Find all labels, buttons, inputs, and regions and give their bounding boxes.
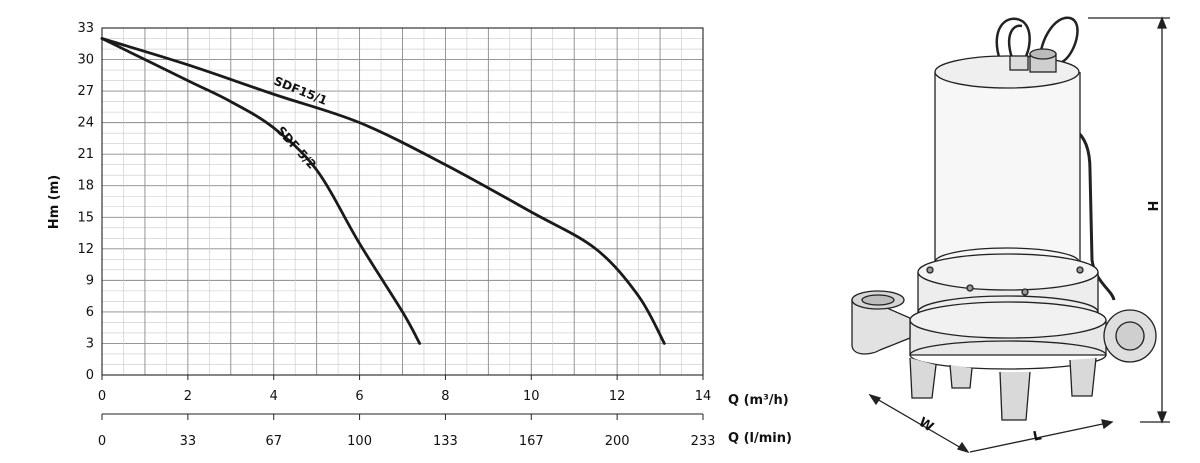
x-tick-label: 14	[695, 389, 712, 404]
secondary-x-tick-label: 167	[519, 434, 544, 449]
y-tick-label: 24	[77, 116, 94, 131]
y-tick-label: 0	[86, 368, 94, 383]
x-tick-label: 4	[270, 389, 278, 404]
pump-drawing: H W L	[851, 16, 1170, 454]
power-cable	[995, 17, 1031, 63]
x-tick-label: 12	[609, 389, 626, 404]
chart-grid	[101, 27, 704, 376]
y-tick-label: 21	[77, 147, 94, 162]
secondary-x-axis	[101, 413, 704, 420]
secondary-x-tick-label: 100	[347, 434, 372, 449]
y-tick-label: 12	[77, 242, 94, 257]
y-tick-label: 18	[77, 179, 94, 194]
secondary-x-tick-label: 233	[691, 434, 716, 449]
dimension-line-l	[969, 421, 1113, 453]
dimension-label-h: H	[1147, 201, 1162, 212]
secondary-x-tick-label: 200	[605, 434, 630, 449]
secondary-x-tick-label: 0	[98, 434, 106, 449]
discharge-outlet	[851, 299, 911, 355]
secondary-x-tick-label: 67	[265, 434, 282, 449]
y-axis-title: Hm (m)	[47, 175, 62, 229]
y-tick-label: 15	[77, 210, 94, 225]
y-tick-label: 6	[86, 305, 94, 320]
secondary-x-tick-labels: 0 33 67 100 133 167 200 233	[98, 434, 716, 449]
y-tick-labels: 0 3 6 9 12 15 18 21 24 27 30 33	[77, 21, 94, 383]
x-tick-label: 8	[441, 389, 449, 404]
chart-frame	[101, 27, 704, 376]
x-tick-label: 2	[184, 389, 192, 404]
y-tick-label: 3	[86, 336, 94, 351]
dimension-label-l: L	[1032, 428, 1043, 444]
motor-housing	[934, 72, 1081, 263]
x-tick-labels: 0 2 4 6 8 10 12 14	[98, 375, 711, 404]
x-tick-label: 0	[98, 389, 106, 404]
series-curve-1	[100, 37, 422, 345]
y-tick-label: 33	[77, 21, 94, 36]
x-axis-title: Q (m³/h)	[728, 393, 789, 408]
y-tick-label: 27	[77, 84, 94, 99]
secondary-x-axis-title: Q (l/min)	[728, 431, 792, 446]
dimension-label-w: W	[916, 415, 936, 435]
plot-border	[101, 27, 704, 376]
curve-layer	[100, 37, 666, 345]
secondary-x-tick-label: 33	[180, 434, 197, 449]
series-curve-0	[100, 37, 666, 345]
dimension-line-w	[869, 394, 969, 453]
y-tick-label: 30	[77, 53, 94, 68]
y-tick-label: 9	[86, 273, 94, 288]
x-tick-label: 10	[523, 389, 540, 404]
secondary-x-tick-label: 133	[433, 434, 458, 449]
x-tick-label: 6	[355, 389, 363, 404]
